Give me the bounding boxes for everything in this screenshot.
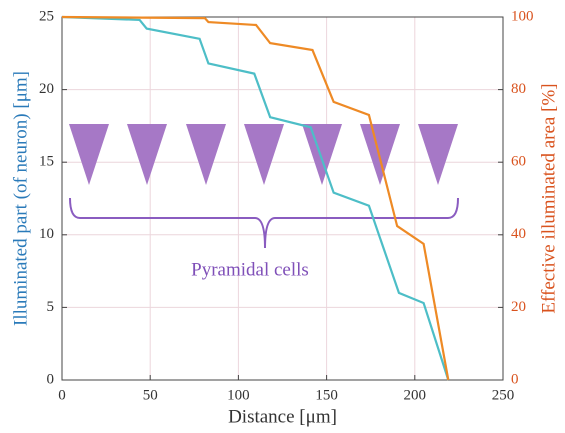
- y2-tick-label: 0: [511, 371, 519, 387]
- x-tick-label: 150: [315, 387, 338, 403]
- plot-frame: [61, 16, 504, 381]
- y2-axis-label: Effective illuminated area [%]: [538, 83, 559, 313]
- x-tick-label: 50: [143, 387, 158, 403]
- annotation: Pyramidal cells: [191, 259, 309, 280]
- y-tick-label: 20: [39, 81, 54, 97]
- data-line: [61, 15, 450, 381]
- x-tick-label: 0: [58, 387, 66, 403]
- x-tick-label: 250: [492, 387, 515, 403]
- x-tick-label: 100: [227, 387, 250, 403]
- y-tick-label: 10: [39, 226, 54, 242]
- y2-tick-label: 80: [511, 81, 526, 97]
- x-axis-label: Distance [μm]: [228, 406, 337, 427]
- x-tick-label: 200: [404, 387, 427, 403]
- y2-tick-label: 100: [511, 8, 534, 24]
- data-line: [61, 15, 450, 381]
- y-tick-label: 5: [47, 299, 55, 315]
- y2-tick-label: 60: [511, 154, 526, 170]
- brace: [69, 197, 459, 249]
- y-tick-label: 25: [39, 8, 54, 24]
- y-tick-label: 15: [39, 154, 54, 170]
- y-tick-label: 0: [47, 371, 55, 387]
- y2-tick-label: 20: [511, 299, 526, 315]
- pyramid-icons: [69, 124, 458, 185]
- y-axis-label: Illuminated part (of neuron) [μm]: [10, 71, 31, 326]
- y2-tick-label: 40: [511, 226, 526, 242]
